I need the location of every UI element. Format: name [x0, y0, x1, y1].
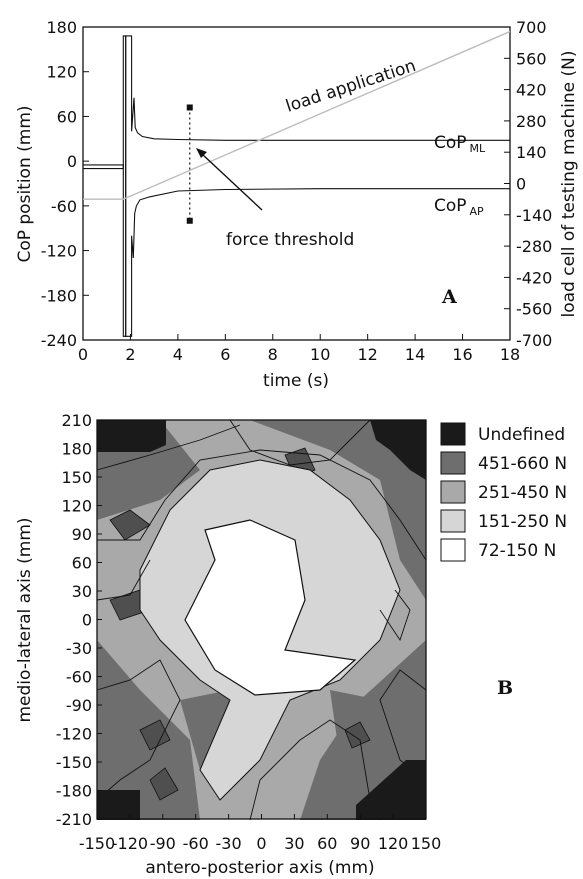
force-threshold-label: force threshold	[226, 230, 354, 250]
y-tick-label: -180	[41, 286, 77, 305]
panel-b-y-ticks: 210 180 150 120 90 60 30 0 -30 -60 -90 -120 -150 -180…	[56, 411, 102, 829]
x-tick-label: 16	[452, 345, 472, 364]
load-application-label: load application	[283, 56, 418, 117]
series-line-cop-ap	[83, 35, 510, 337]
x-tick-label: 150	[411, 834, 442, 853]
x-tick-label: -150	[79, 834, 115, 853]
x-tick-label: 90	[350, 834, 370, 853]
series-line-load-application	[83, 30, 511, 200]
panel-b-x-ticks: -150-120 -90 -60 -30 0 30 60 90 120 150	[79, 814, 441, 853]
y-tick-label: 90	[72, 525, 92, 544]
y-tick-label: 210	[61, 411, 92, 430]
y2-tick-label: 0	[516, 175, 526, 194]
force-threshold-arrow	[201, 153, 263, 211]
x-tick-label: 8	[268, 345, 278, 364]
x-tick-label: 12	[357, 345, 377, 364]
y-tick-label: 120	[61, 497, 92, 516]
y-tick-label: 120	[46, 63, 77, 82]
panel-b-xlabel: antero-posterior axis (mm)	[145, 858, 374, 878]
y-tick-label: 0	[82, 611, 92, 630]
x-tick-label: 6	[220, 345, 230, 364]
y-tick-label: -120	[56, 725, 92, 744]
contour-level-72-150	[184, 519, 357, 696]
x-tick-label: 30	[284, 834, 304, 853]
panel-a-y2label: load cell of testing machine (N)	[559, 51, 579, 318]
panel-b-letter: B	[497, 677, 513, 699]
x-tick-label: -60	[183, 834, 209, 853]
x-tick-label: -30	[216, 834, 242, 853]
y-tick-label: 180	[46, 18, 77, 37]
contour-lines	[96, 419, 427, 821]
panel-b: -150-120 -90 -60 -30 0 30 60 90 120 150 210180150…	[15, 411, 567, 878]
panel-a-y-ticks: 180 120 60 0 -60 -120 -180 -240	[41, 18, 89, 350]
legend-swatch	[440, 509, 466, 533]
legend-swatch	[440, 538, 466, 562]
y2-tick-label: -560	[516, 300, 552, 319]
legend-swatch	[440, 422, 466, 446]
x-tick-label: 0	[256, 834, 266, 853]
panel-a-x-ticks: 0 2 4 6 8 10 12 14 16 18	[78, 334, 520, 364]
x-tick-label: 60	[317, 834, 337, 853]
x-tick-label: 10	[310, 345, 330, 364]
x-tick-label: 120	[378, 834, 409, 853]
x-tick-label: 0	[78, 345, 88, 364]
panel-b-ylabel: medio-lateral axis (mm)	[15, 517, 35, 722]
x-tick-label: 2	[125, 345, 135, 364]
y2-tick-label: 560	[516, 49, 547, 68]
y-tick-label: 30	[72, 582, 92, 601]
panel-a-y2-ticks: 700 560 420 280 140 0 -140 -280 -420 -560 -700	[504, 18, 552, 350]
y-tick-label: -60	[66, 668, 92, 687]
y2-tick-label: 140	[516, 143, 547, 162]
y2-tick-label: -280	[516, 237, 552, 256]
legend-label: 72-150 N	[478, 541, 556, 561]
threshold-marker	[186, 104, 193, 111]
panel-a-xlabel: time (s)	[263, 371, 329, 391]
x-tick-label: -90	[150, 834, 176, 853]
y2-tick-label: -420	[516, 268, 552, 287]
force-threshold-arrowhead	[196, 148, 207, 158]
x-tick-label: 18	[500, 345, 520, 364]
legend-label: 151-250 N	[478, 512, 567, 532]
legend-swatch	[440, 451, 466, 475]
x-tick-label: 4	[173, 345, 183, 364]
y-tick-label: -60	[51, 197, 77, 216]
y-tick-label: 0	[67, 152, 77, 171]
y2-tick-label: -700	[516, 331, 552, 350]
y2-tick-label: 700	[516, 18, 547, 37]
x-tick-label: -120	[112, 834, 148, 853]
legend-label: 451-660 N	[478, 454, 567, 474]
contour-undefined	[97, 420, 426, 820]
panel-b-legend: Undefined 451-660 N 251-450 N 151-250 N 72-1…	[440, 422, 567, 562]
y-tick-label: -180	[56, 782, 92, 801]
y-tick-label: -210	[56, 810, 92, 829]
y-tick-label: -30	[66, 639, 92, 658]
panel-a: 0 2 4 6 8 10 12 14 16 18 180 120 60 0 -60 -120 -180 -240…	[15, 18, 579, 391]
y-tick-label: -90	[66, 696, 92, 715]
y2-tick-label: 280	[516, 112, 547, 131]
series-line-cop-ml	[83, 35, 510, 337]
legend-label: Undefined	[478, 425, 565, 445]
y2-tick-label: -140	[516, 206, 552, 225]
legend-label: 251-450 N	[478, 483, 567, 503]
panel-a-letter: A	[441, 286, 457, 308]
legend-swatch	[440, 480, 466, 504]
y2-tick-label: 420	[516, 81, 547, 100]
y-tick-label: 150	[61, 468, 92, 487]
x-tick-label: 14	[405, 345, 425, 364]
y-tick-label: 60	[72, 554, 92, 573]
threshold-marker	[186, 217, 193, 224]
y-tick-label: -150	[56, 753, 92, 772]
y-tick-label: 180	[61, 440, 92, 459]
panel-a-ylabel: CoP position (mm)	[15, 105, 35, 262]
cop-ml-label: CoP ML	[434, 133, 486, 155]
y-tick-label: -120	[41, 242, 77, 261]
panel-a-series	[83, 30, 511, 337]
y-tick-label: -240	[41, 331, 77, 350]
y-tick-label: 60	[57, 107, 77, 126]
cop-ap-label: CoP AP	[434, 196, 484, 218]
